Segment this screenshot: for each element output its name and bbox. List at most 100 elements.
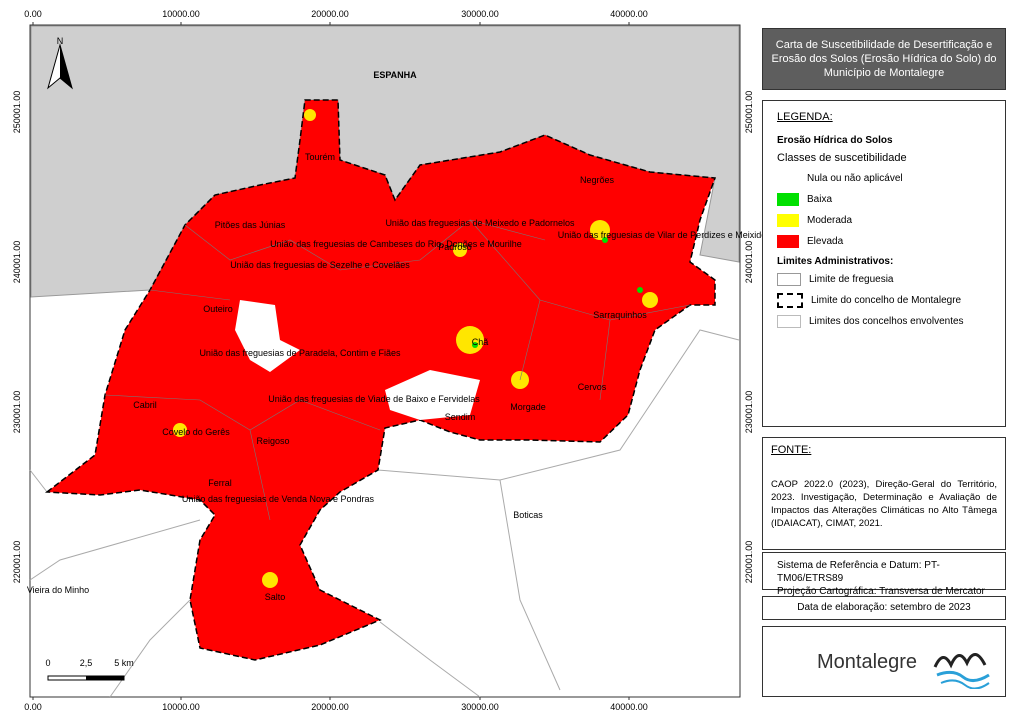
legend-swatch [777,273,801,286]
place-label: União das freguesias de Cambeses do Rio,… [270,239,522,249]
place-label: União das freguesias de Vilar de Perdize… [558,230,766,240]
parish-boundary [339,219,546,271]
y-coord-label: 230001.00 [12,391,22,434]
place-label: Chã [472,337,489,347]
legend-swatch [777,293,803,308]
title-line: Erosão dos Solos (Erosão Hídrica do Solo… [771,53,997,65]
neighbour-boundary [377,329,740,481]
parish-boundary [469,219,691,321]
legend-swatch [777,172,799,185]
y-coord-label: 220001.00 [744,541,754,584]
moderate-patch [304,109,316,121]
x-coord-label: 10000.00 [162,702,200,712]
date-box: Data de elaboração: setembro de 2023 [762,596,1006,620]
y-coord-label: 250001.00 [12,91,22,134]
parish-boundary [149,289,231,301]
map-content: ESPANHA Boticas Vieira do Minho Tourém Pitõe… [12,9,766,712]
source-heading: FONTE: [771,444,812,456]
legend-swatch [777,193,799,206]
legend-label: Limite de freguesia [809,274,894,285]
reservoir [235,300,300,372]
source-box: FONTE: CAOP 2022.0 (2023), Direção-Geral … [762,437,1006,550]
scale-label: 2,5 [80,658,93,668]
place-label: Vieira do Minho [27,585,89,595]
place-label: Tourém [305,152,335,162]
parish-boundary [104,394,301,431]
place-label: Sarraquinhos [593,310,647,320]
place-label: União das freguesias de Meixedo e Padorn… [385,218,575,228]
legend-label: Moderada [807,215,853,226]
scale-label: 5 km [114,658,134,668]
place-label: União das freguesias de Paradela, Contim… [199,348,401,358]
y-coord-label: 220001.00 [12,541,22,584]
legend-label: Nula ou não aplicável [807,173,903,184]
y-coord-label: 230001.00 [744,391,754,434]
moderate-patch [453,243,467,257]
north-arrow [60,45,72,88]
neighbour-boundary [29,469,48,493]
place-label: União das freguesias de Venda Nova e Pon… [182,494,375,504]
low-patch [602,237,608,243]
place-label: Negrões [580,175,615,185]
logo-text: Montalegre [817,651,918,673]
place-label: Boticas [513,510,543,520]
source-text: CAOP 2022.0 (2023), Direção-Geral do Ter… [771,479,997,529]
y-coord-label: 250001.00 [744,91,754,134]
parish-boundary [519,299,541,381]
moderate-patch [642,292,658,308]
north-label: N [57,36,64,46]
logo-box: Montalegre [762,626,1006,697]
neighbour-boundary [499,479,561,691]
legend-label: Limites dos concelhos envolventes [809,316,964,327]
parish-boundary [184,224,341,271]
x-coord-label: 40000.00 [610,702,648,712]
date: Data de elaboração: setembro de 2023 [797,602,971,613]
title-line: Carta de Suscetibilidade de Desertificaç… [775,39,993,51]
legend-row: Limite do concelho de Montalegre [777,290,991,311]
place-label: Outeiro [203,304,233,314]
x-coord-label: 0.00 [24,9,42,19]
place-label: Salto [265,592,286,602]
place-label: ESPANHA [373,70,417,80]
y-coord-label: 240001.00 [12,241,22,284]
low-patch [472,342,478,348]
x-coord-label: 30000.00 [461,702,499,712]
moderate-patch [590,220,610,240]
neighbour-boundary [379,621,481,698]
legend-swatch [777,315,801,328]
legend-subtitle: Classes de suscetibilidade [777,152,907,164]
place-label: Morgade [510,402,546,412]
legend: LEGENDA: Erosão Hídrica do Solos Classes d… [762,100,1006,427]
legend-row: Nula ou não aplicável [777,168,991,189]
low-patch [637,287,643,293]
system-line: Projeção Cartográfica: Transversa de Mer… [777,586,985,597]
moderate-patch [173,423,187,437]
place-label: Cervos [578,382,607,392]
title-line: Município de Montalegre [823,67,945,79]
system-box: Sistema de Referência e Datum: PT-TM06/E… [762,552,1006,597]
place-label: União das freguesias de Viade de Baixo e… [268,394,480,404]
place-label: União das freguesias de Sezelhe e Covelã… [230,260,410,270]
legend-row: Limite de freguesia [777,269,991,290]
legend-admin-heading: Limites Administrativos: [777,256,894,267]
logo-mark [933,653,990,689]
legend-theme: Erosão Hídrica do Solos [777,135,893,146]
legend-swatch [777,235,799,248]
reservoir [385,370,480,420]
scale-bar [86,676,124,680]
parish-boundary [249,429,271,521]
place-label: Sendim [445,412,476,422]
x-coord-label: 20000.00 [311,9,349,19]
place-label: Covelo do Gerês [162,427,230,437]
legend-heading: LEGENDA: [777,111,833,123]
x-coord-label: 30000.00 [461,9,499,19]
system-line: Sistema de Referência e Datum: PT-TM06/E… [777,560,940,584]
legend-label: Baixa [807,194,833,205]
legend-row: Elevada [777,231,991,252]
legend-row: Limites dos concelhos envolventes [777,311,991,332]
scale-label: 0 [45,658,50,668]
x-coord-label: 40000.00 [610,9,648,19]
legend-label: Elevada [807,236,844,247]
place-label: Ferral [208,478,232,488]
